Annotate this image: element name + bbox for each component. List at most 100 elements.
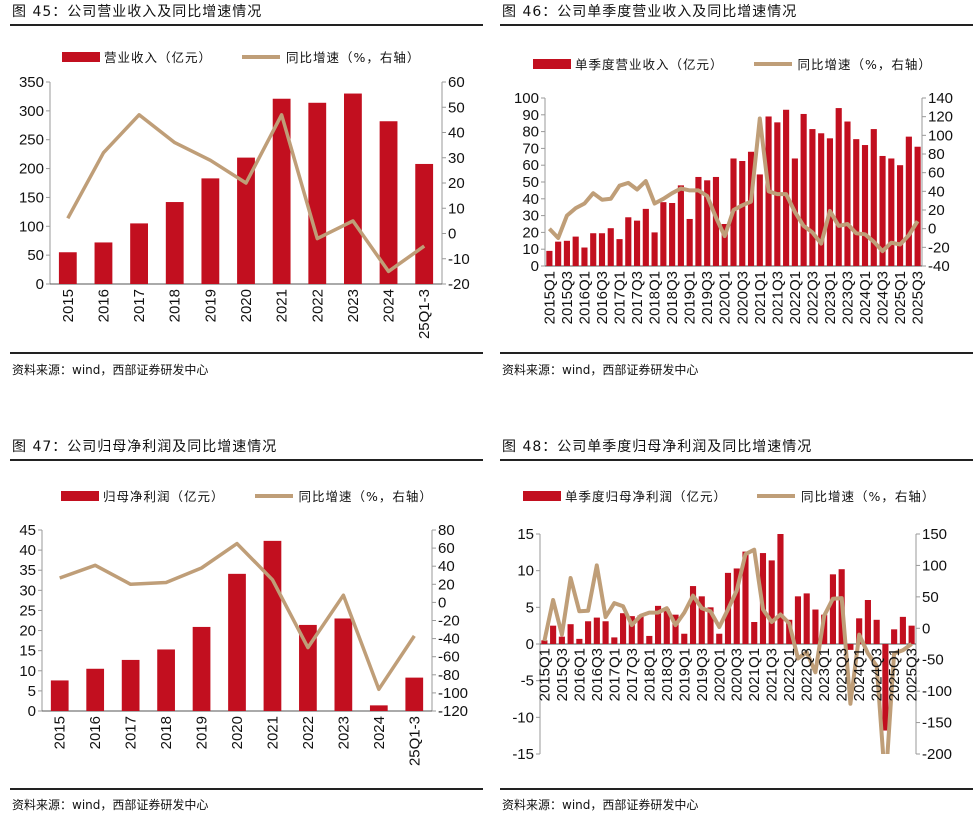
y-tick-label: 5: [526, 599, 534, 616]
x-tick-label: 2023Q1: [816, 648, 833, 701]
bar: [733, 568, 740, 644]
bar: [625, 217, 632, 266]
bar: [899, 616, 906, 644]
bar: [546, 250, 553, 266]
bar: [576, 638, 583, 644]
y2-tick-label: 60: [438, 540, 455, 557]
bar: [777, 534, 784, 644]
divider: [10, 459, 483, 461]
x-tick-label: 2019: [194, 716, 211, 749]
legend-label: 同比增速（%，右轴）: [298, 489, 433, 504]
legend-bar-swatch: [62, 51, 100, 62]
bar: [86, 668, 105, 711]
bar: [646, 635, 653, 644]
y-tick-label: 250: [19, 132, 44, 149]
bar: [567, 624, 574, 644]
bar: [721, 224, 728, 266]
bar: [800, 113, 807, 267]
x-tick-label: 2023Q3: [839, 271, 856, 324]
source-note: 资料来源：wind，西部证券研发中心: [12, 798, 209, 812]
y-tick-label: 25: [19, 602, 36, 619]
x-tick-label: 2017: [131, 289, 148, 322]
chart-title: 图 46：公司单季度营业收入及同比增速情况: [502, 4, 798, 20]
bar: [58, 252, 77, 284]
bar: [405, 677, 424, 711]
y2-tick-label: -20: [928, 239, 950, 256]
x-tick-label: 2018: [167, 289, 184, 322]
x-tick-label: 2024: [381, 289, 398, 322]
bar: [818, 133, 825, 266]
x-tick-label: 2018Q3: [664, 271, 681, 324]
x-tick-label: 2015Q3: [559, 271, 576, 324]
y2-tick-label: 10: [448, 200, 465, 217]
x-tick-label: 2016: [95, 289, 112, 322]
bar: [616, 239, 623, 266]
legend-label: 归母净利润（亿元）: [103, 489, 225, 504]
x-tick-label: 2022Q3: [804, 271, 821, 324]
bar: [572, 236, 579, 266]
divider: [500, 24, 973, 26]
y-tick-label: 15: [19, 643, 36, 660]
y-tick-label: 100: [514, 90, 539, 107]
bar: [94, 242, 113, 284]
bar: [829, 574, 836, 644]
bar: [756, 174, 763, 266]
y2-tick-label: -200: [922, 746, 952, 763]
y2-tick-label: -40: [438, 631, 460, 648]
bar: [844, 121, 851, 267]
y2-tick-label: -20: [448, 276, 470, 293]
y2-tick-label: 50: [922, 589, 939, 606]
legend: 单季度营业收入（亿元） 同比增速（%，右轴）: [533, 54, 932, 73]
y2-tick-label: -100: [922, 683, 952, 700]
x-tick-label: 2025Q1: [892, 271, 909, 324]
y-tick-label: 0: [36, 276, 44, 293]
bar: [263, 540, 282, 711]
bar: [660, 202, 667, 266]
bar: [192, 626, 211, 711]
y-tick-label: 45: [19, 522, 36, 539]
y-tick-label: 70: [522, 140, 539, 157]
bar: [130, 223, 148, 284]
y2-tick-label: 120: [928, 109, 953, 126]
bar: [628, 616, 635, 644]
legend-line-swatch: [254, 493, 293, 498]
y-tick-label: 0: [526, 636, 534, 653]
y2-tick-label: 60: [448, 74, 465, 91]
x-tick-label: 2025Q3: [910, 271, 927, 324]
y2-tick-label: 150: [922, 526, 947, 543]
bar: [686, 218, 693, 266]
y2-tick-label: -80: [438, 667, 460, 684]
x-tick-label: 2021Q1: [746, 648, 763, 701]
y-tick-label: 0: [28, 703, 36, 720]
bar: [882, 644, 889, 731]
chart-title: 图 48：公司单季度归母净利润及同比增速情况: [502, 439, 813, 455]
y-tick-label: 60: [522, 157, 539, 174]
x-tick-label: 2017Q3: [629, 271, 646, 324]
bar: [415, 163, 434, 284]
bar: [704, 180, 711, 266]
bar: [654, 605, 662, 644]
legend-label: 单季度营业收入（亿元）: [575, 57, 724, 72]
bar: [803, 593, 810, 644]
x-tick-label: 2021: [264, 716, 281, 749]
divider: [500, 352, 973, 354]
y2-tick-label: 50: [448, 99, 465, 116]
y-tick-label: 30: [19, 582, 36, 599]
y2-tick-label: 0: [448, 226, 456, 243]
bar: [344, 93, 362, 285]
legend-bar-swatch: [523, 490, 561, 501]
bar: [541, 640, 548, 644]
legend-bar-swatch: [533, 58, 571, 69]
divider: [10, 788, 483, 790]
bar: [812, 609, 819, 644]
x-tick-label: 2021: [274, 289, 291, 322]
bar: [689, 586, 697, 644]
x-tick-label: 2025Q1: [886, 648, 903, 701]
x-tick-label: 2019Q3: [694, 648, 711, 701]
legend-line-swatch: [242, 54, 281, 59]
x-tick-label: 2022Q1: [787, 271, 804, 324]
y2-tick-label: 20: [438, 576, 455, 593]
chart-title: 图 47：公司归母净利润及同比增速情况: [12, 439, 278, 455]
divider: [10, 24, 483, 26]
x-tick-label: 2015: [60, 289, 77, 322]
